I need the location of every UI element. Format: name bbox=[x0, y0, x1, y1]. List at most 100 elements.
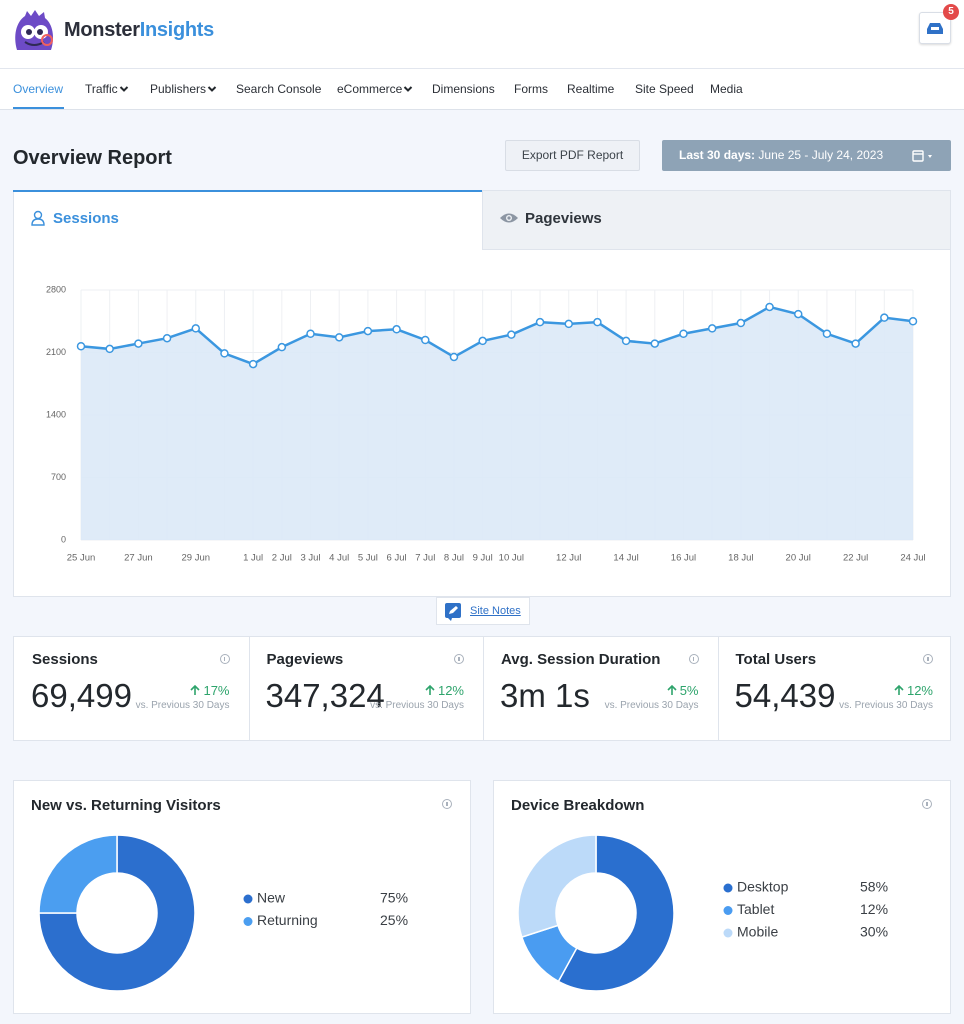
y-tick-label: 0 bbox=[61, 534, 66, 544]
metric-title: Pageviews bbox=[266, 651, 344, 668]
x-tick-label: 27 Jun bbox=[124, 553, 153, 564]
metric-change: 5% bbox=[666, 683, 699, 698]
point bbox=[191, 324, 201, 333]
x-tick-label: 5 Jul bbox=[358, 553, 378, 564]
pencil-icon bbox=[445, 603, 461, 621]
chevron bbox=[119, 86, 128, 92]
x-tick-label: 29 Jun bbox=[181, 553, 210, 564]
point bbox=[134, 339, 143, 348]
point bbox=[908, 317, 918, 326]
metric-divider bbox=[248, 637, 250, 740]
user-icon bbox=[31, 210, 45, 226]
tab-pageviews[interactable] bbox=[482, 191, 950, 250]
info-icon bbox=[442, 799, 452, 809]
nav-item[interactable]: Media bbox=[710, 82, 743, 96]
metric-change-value: 5% bbox=[679, 683, 699, 698]
x-tick-label: 10 Jul bbox=[499, 553, 524, 564]
metric-change: 12% bbox=[893, 683, 933, 698]
donut-slice bbox=[38, 834, 196, 992]
point bbox=[306, 329, 315, 338]
notification-badge: 5 bbox=[943, 4, 959, 20]
export-pdf-button[interactable]: Export PDF Report bbox=[505, 140, 640, 171]
active-tab-border bbox=[13, 190, 482, 192]
legend-value: 25% bbox=[380, 912, 408, 928]
x-tick-label: 1 Jul bbox=[243, 553, 263, 564]
x-tick-label: 6 Jul bbox=[387, 553, 407, 564]
y-tick-label: 2100 bbox=[46, 347, 66, 357]
y-tick-label: 1400 bbox=[46, 409, 66, 419]
metrics-panel: Sessions 69,499 17% vs. Previous 30 Days Pag… bbox=[13, 636, 951, 741]
nav-item[interactable]: Search Console bbox=[236, 82, 322, 96]
legend-value: 75% bbox=[380, 890, 408, 906]
new-returning-panel: New vs. Returning Visitors New 75% Returnin… bbox=[13, 780, 471, 1014]
legend-swatch bbox=[243, 917, 253, 926]
x-tick-label: 16 Jul bbox=[671, 553, 696, 564]
metric-divider bbox=[483, 637, 484, 740]
point bbox=[679, 329, 688, 338]
chevron-path bbox=[119, 86, 128, 92]
metric-divider bbox=[717, 637, 719, 740]
metric-change: 12% bbox=[424, 683, 464, 698]
brand-secondary: Insights bbox=[139, 19, 215, 41]
x-tick-label: 4 Jul bbox=[329, 553, 349, 564]
legend-value: 30% bbox=[860, 924, 888, 940]
nav-item[interactable]: Forms bbox=[514, 82, 548, 96]
x-tick-label: 18 Jul bbox=[728, 553, 753, 564]
legend-swatch bbox=[723, 906, 733, 915]
up-arrow-path bbox=[894, 684, 904, 695]
point bbox=[334, 333, 344, 342]
x-tick-label: 9 Jul bbox=[473, 553, 493, 564]
metric-comparison: vs. Previous 30 Days bbox=[135, 700, 230, 711]
nav-bar bbox=[0, 69, 964, 110]
legend-value: 12% bbox=[860, 901, 888, 917]
up-arrow bbox=[425, 684, 435, 695]
info-icon bbox=[922, 799, 932, 809]
nav-item[interactable]: Publishers bbox=[150, 82, 217, 96]
point bbox=[535, 317, 545, 327]
site-notes-button[interactable]: Site Notes bbox=[436, 597, 530, 625]
nav-item[interactable]: Overview bbox=[13, 82, 64, 96]
point bbox=[707, 324, 717, 333]
point bbox=[621, 336, 631, 346]
metric-change-value: 17% bbox=[203, 683, 230, 698]
nav-item[interactable]: Site Speed bbox=[635, 82, 694, 96]
point bbox=[507, 330, 516, 339]
x-tick-label: 3 Jul bbox=[300, 553, 320, 564]
legend-label: Desktop bbox=[737, 879, 789, 895]
point bbox=[650, 339, 660, 348]
nav-item[interactable]: Traffic bbox=[85, 82, 129, 96]
metric-change-value: 12% bbox=[906, 683, 933, 698]
metric-title: Sessions bbox=[32, 651, 98, 668]
point bbox=[564, 319, 573, 329]
info-icon bbox=[454, 654, 464, 664]
tab-pageviews-label: Pageviews bbox=[525, 210, 602, 227]
panel-title: New vs. Returning Visitors bbox=[31, 797, 221, 814]
point bbox=[220, 349, 229, 358]
chevron bbox=[404, 86, 413, 92]
legend-label: Tablet bbox=[737, 901, 774, 917]
up-arrow bbox=[667, 684, 677, 695]
nav-item[interactable]: Realtime bbox=[567, 82, 615, 96]
point bbox=[277, 342, 287, 352]
metric-value: 347,324 bbox=[265, 677, 385, 714]
legend-swatch bbox=[243, 894, 253, 904]
info-icon bbox=[923, 654, 933, 664]
point bbox=[822, 329, 832, 338]
point bbox=[392, 325, 401, 334]
nav-item[interactable]: eCommerce bbox=[337, 82, 413, 96]
tab-sessions[interactable]: Sessions bbox=[53, 210, 119, 227]
donut-slice bbox=[557, 834, 675, 992]
point bbox=[793, 309, 803, 319]
x-tick-label: 25 Jun bbox=[67, 553, 96, 564]
nav-item[interactable]: Dimensions bbox=[432, 82, 495, 96]
date-range-label: Last 30 days: bbox=[679, 148, 756, 162]
point bbox=[449, 352, 459, 362]
chevron-path bbox=[404, 86, 413, 92]
donut-chart: New 75% Returning 25% bbox=[38, 834, 408, 992]
brand: MonsterInsights bbox=[64, 19, 214, 42]
area bbox=[81, 306, 913, 540]
metric-change-value: 12% bbox=[437, 683, 464, 698]
y-tick-label: 700 bbox=[51, 472, 66, 482]
date-range-button[interactable]: Last 30 days: June 25 - July 24, 2023 bbox=[662, 140, 951, 171]
